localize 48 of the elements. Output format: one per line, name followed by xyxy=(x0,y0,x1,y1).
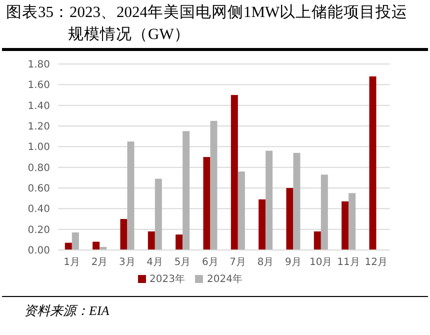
x-tick-label: 2月 xyxy=(91,257,108,268)
x-tick-label: 8月 xyxy=(257,257,274,268)
chart-title: 图表35：2023、2024年美国电网侧1MW以上储能项目投运规模情况（GW） xyxy=(6,2,409,45)
bar xyxy=(230,95,238,250)
bar xyxy=(182,131,190,250)
bar xyxy=(72,232,79,250)
x-tick-label: 4月 xyxy=(146,257,164,268)
y-tick-label: 0.00 xyxy=(28,246,50,257)
y-tick-label: 1.60 xyxy=(28,80,50,92)
y-tick-label: 1.40 xyxy=(28,100,50,112)
y-tick-label: 0.40 xyxy=(28,204,50,216)
bar xyxy=(238,171,245,250)
y-tick-label: 1.20 xyxy=(28,122,50,133)
y-tick-label: 0.60 xyxy=(28,184,50,195)
bar xyxy=(120,219,128,250)
x-tick-label: 5月 xyxy=(174,257,191,268)
bar xyxy=(203,157,210,250)
y-tick-label: 0.20 xyxy=(28,224,50,236)
x-tick-label: 11月 xyxy=(337,257,360,268)
x-tick-label: 12月 xyxy=(364,257,388,268)
bar xyxy=(348,193,356,250)
bar xyxy=(320,174,328,250)
bar xyxy=(266,150,273,250)
x-tick-label: 6月 xyxy=(202,257,218,268)
bar xyxy=(210,120,218,250)
x-tick-label: 7月 xyxy=(230,257,246,268)
x-tick-label: 10月 xyxy=(309,257,332,268)
bar xyxy=(127,142,134,250)
text: 资料来源：EIA xyxy=(24,302,110,320)
x-tick-label: 1月 xyxy=(64,257,80,268)
x-tick-label: 9月 xyxy=(284,257,302,268)
bar xyxy=(154,178,162,250)
y-tick-label: 1.80 xyxy=(28,60,50,71)
bar xyxy=(369,76,376,250)
y-tick-label: 1.00 xyxy=(28,142,50,154)
bar xyxy=(176,234,183,250)
bar xyxy=(258,199,266,250)
bar xyxy=(286,188,294,250)
bar xyxy=(148,231,155,250)
bar xyxy=(64,242,72,250)
legend-label: 2023年 xyxy=(150,274,185,285)
bar xyxy=(92,242,100,250)
y-tick-label: 0.80 xyxy=(28,162,50,174)
bar xyxy=(342,201,349,250)
bar xyxy=(293,152,300,250)
legend-label: 2024年 xyxy=(207,274,242,285)
bar xyxy=(314,231,321,250)
x-tick-label: 3月 xyxy=(118,257,136,268)
